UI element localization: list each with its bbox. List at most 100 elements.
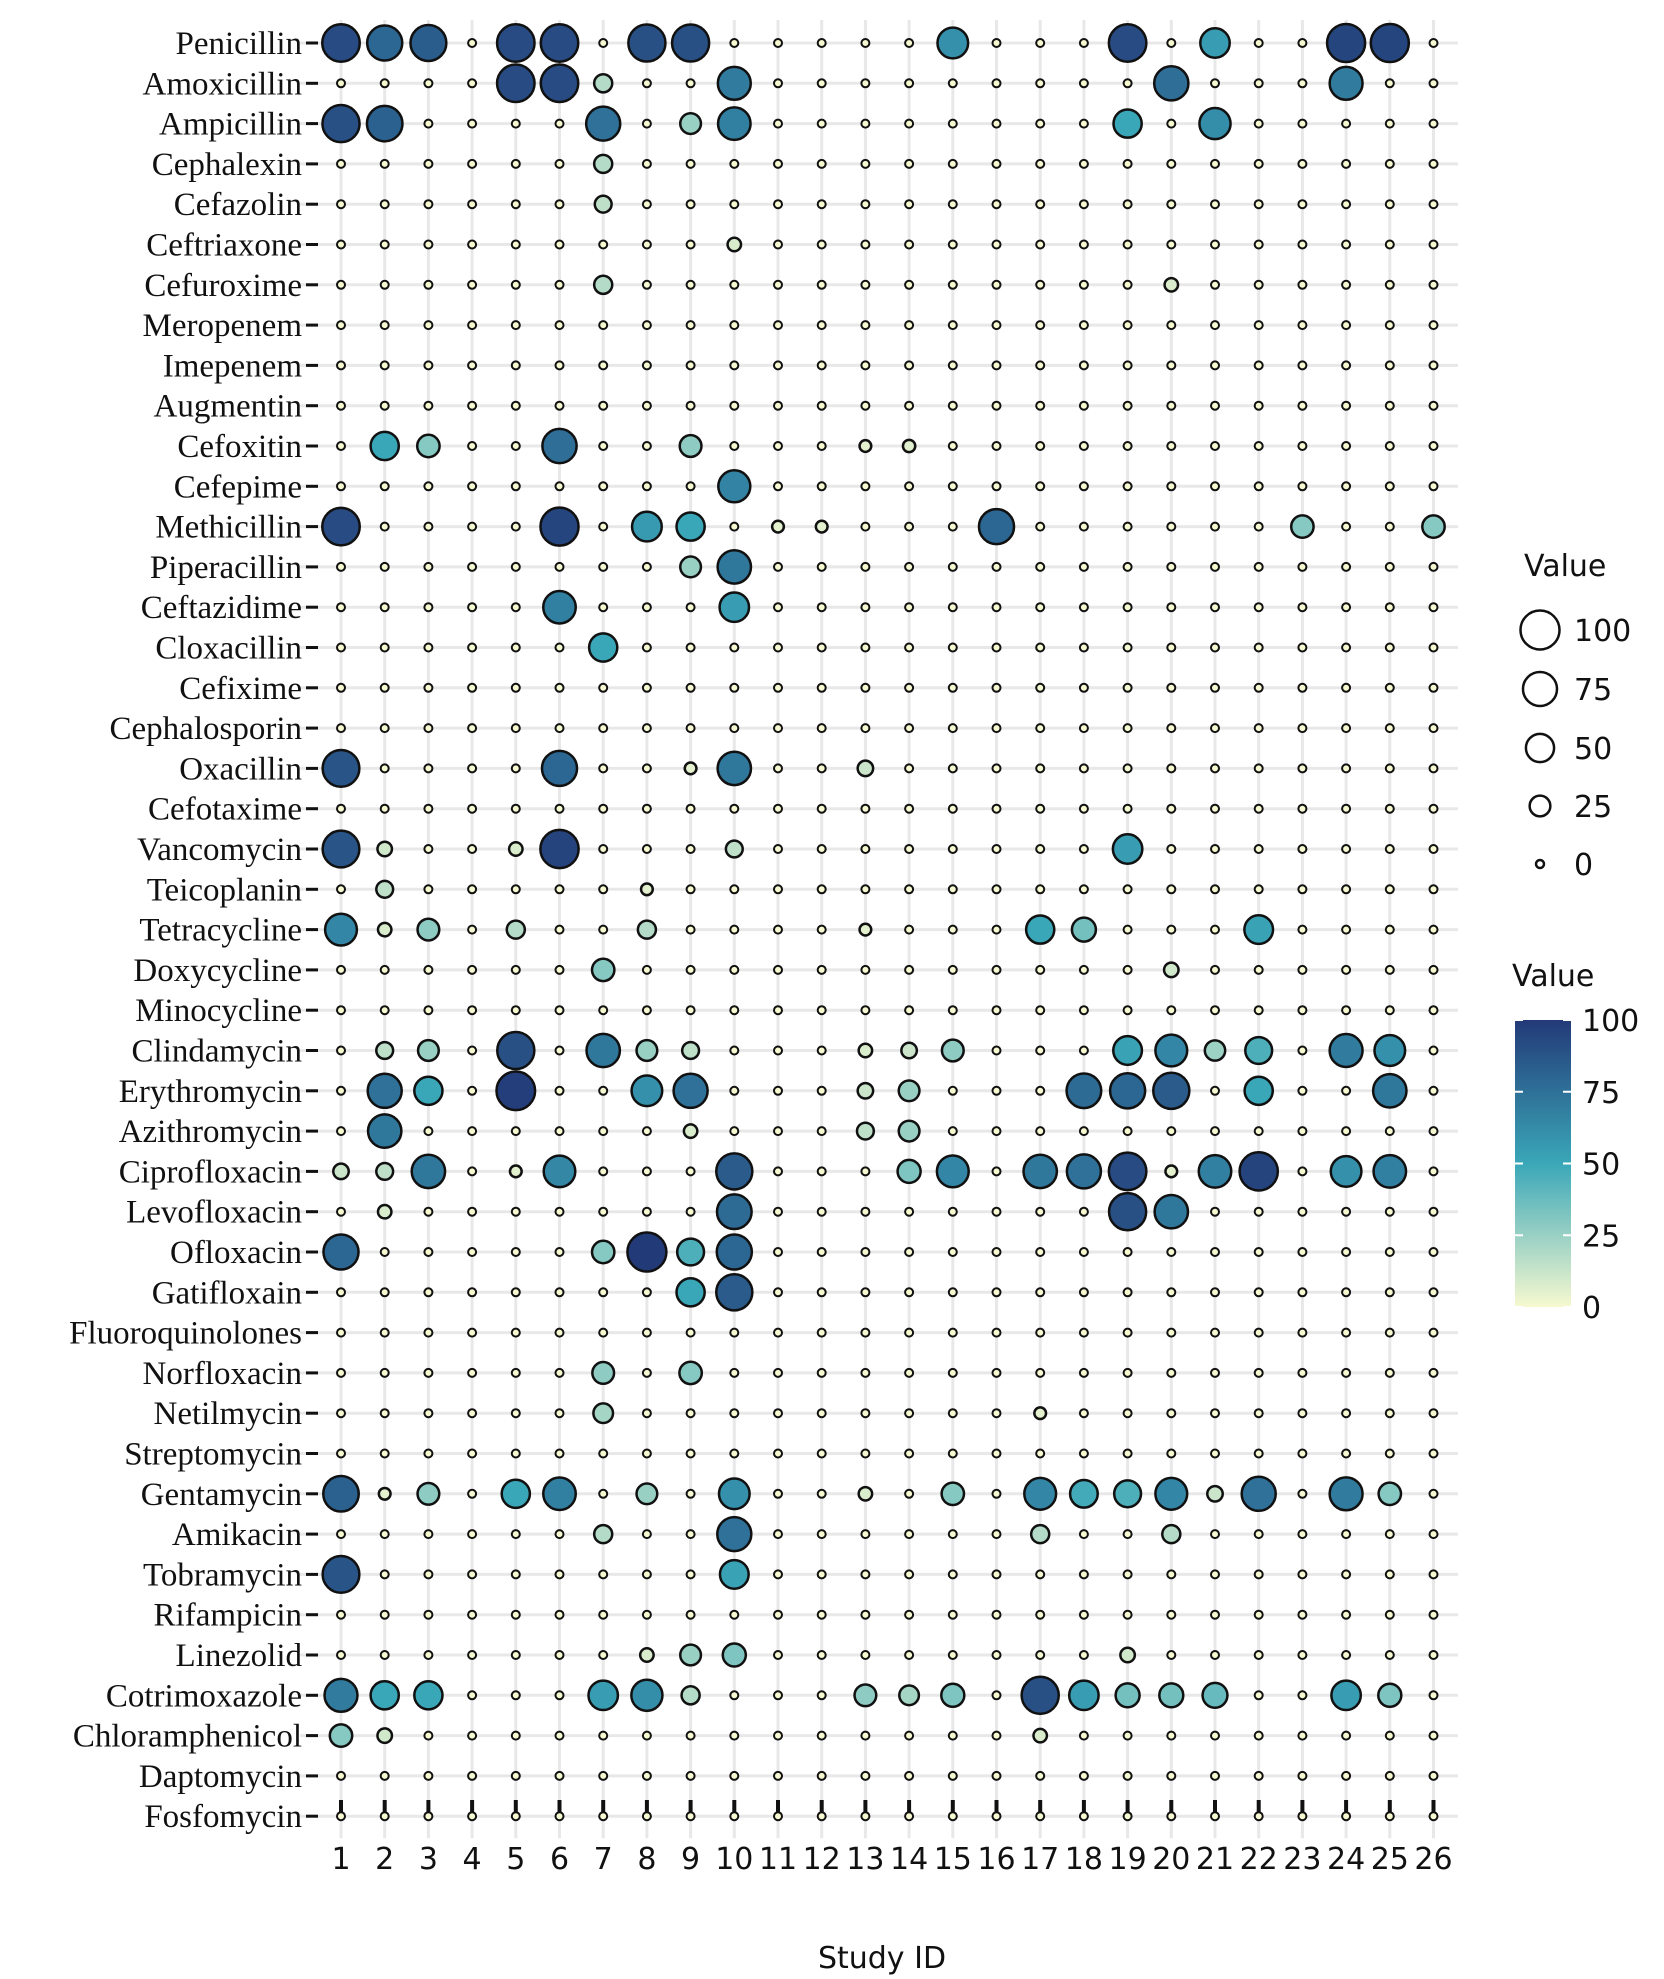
color-legend-items: 100 75 50 25 0: [1515, 1004, 1639, 1326]
data-point: [1253, 1247, 1264, 1257]
data-point: [1210, 1367, 1220, 1378]
data-point: [336, 1811, 346, 1822]
data-point: [510, 803, 521, 814]
data-point: [1078, 803, 1089, 814]
data-point: [724, 839, 744, 859]
data-point: [1297, 1650, 1308, 1660]
data-point: [947, 642, 958, 653]
data-point: [1341, 1770, 1352, 1781]
data-point: [1166, 1609, 1177, 1620]
x-tick-label: 5: [506, 1842, 525, 1877]
data-point: [1166, 1247, 1177, 1257]
data-point: [816, 158, 827, 169]
data-point: [423, 1247, 434, 1257]
data-point: [1384, 1529, 1395, 1540]
data-point: [467, 1206, 478, 1217]
data-point: [816, 1811, 827, 1822]
data-point: [1428, 38, 1439, 48]
data-point: [467, 642, 478, 653]
data-point: [1297, 1085, 1308, 1096]
data-point: [379, 1529, 390, 1540]
data-point: [467, 1166, 478, 1177]
data-point: [729, 1730, 740, 1741]
data-point: [1253, 239, 1264, 250]
data-point: [336, 279, 346, 290]
data-point: [598, 1206, 609, 1217]
data-point: [641, 561, 652, 572]
data-point: [685, 1448, 696, 1459]
data-point: [773, 1730, 783, 1741]
x-tick-label: 16: [977, 1842, 1015, 1877]
data-point: [321, 103, 361, 144]
data-point: [1122, 481, 1133, 492]
data-point: [860, 884, 871, 895]
data-point: [1253, 602, 1264, 613]
data-point: [1428, 1690, 1439, 1701]
data-point: [1297, 723, 1308, 734]
data-point: [1341, 1448, 1352, 1459]
data-point: [1253, 803, 1264, 814]
data-point: [1112, 1479, 1143, 1509]
data-point: [685, 78, 696, 89]
data-point: [991, 1811, 1002, 1822]
data-point: [467, 964, 478, 975]
data-point: [336, 682, 346, 693]
data-point: [626, 1231, 668, 1273]
data-point: [598, 1126, 609, 1137]
data-point: [1341, 481, 1352, 492]
data-point: [1428, 924, 1439, 935]
data-point: [860, 1327, 871, 1338]
data-point: [773, 1690, 783, 1701]
data-point: [336, 360, 346, 371]
data-point: [947, 1085, 958, 1096]
data-point: [1210, 1247, 1220, 1257]
data-point: [467, 1609, 478, 1620]
data-point: [1035, 481, 1046, 492]
data-point: [1210, 1408, 1220, 1419]
data-point: [1210, 1085, 1220, 1096]
data-point: [510, 1770, 521, 1781]
data-point: [1078, 199, 1089, 210]
data-point: [860, 642, 871, 653]
x-axis-labels: 1 2 3 4 5 6 7 8 9 10 11 12 13 14 15 16 17 18 19 20 21 22 23 24 2…: [331, 1842, 1452, 1877]
data-point: [1428, 1166, 1439, 1177]
data-point: [423, 844, 434, 854]
data-point: [467, 279, 478, 290]
data-point: [685, 320, 696, 331]
data-point: [467, 400, 478, 411]
data-point: [336, 239, 346, 250]
data-point: [1428, 1650, 1439, 1660]
data-point: [991, 1085, 1002, 1096]
data-point: [554, 1690, 565, 1701]
data-point: [729, 1690, 740, 1701]
data-point: [947, 1287, 958, 1298]
data-point: [940, 1481, 966, 1507]
data-point: [467, 1650, 478, 1660]
data-point: [729, 521, 740, 532]
data-point: [423, 320, 434, 331]
data-point: [641, 1730, 652, 1741]
y-tick-label: Norfloxacin: [143, 1356, 302, 1392]
data-point: [510, 642, 521, 653]
data-point: [1035, 158, 1046, 169]
data-point: [1384, 1730, 1395, 1741]
data-point: [1341, 723, 1352, 734]
data-point: [423, 400, 434, 411]
data-point: [1206, 1484, 1224, 1503]
data-points: [321, 22, 1446, 1822]
x-tick-label: 23: [1283, 1842, 1321, 1877]
data-point: [1035, 78, 1046, 89]
data-point: [947, 763, 958, 774]
data-point: [1341, 682, 1352, 693]
data-point: [1297, 561, 1308, 572]
data-point: [1108, 1072, 1147, 1110]
data-point: [1122, 1770, 1133, 1781]
data-point: [1078, 964, 1089, 975]
data-point: [336, 158, 346, 169]
data-point: [1341, 1730, 1352, 1741]
y-tick-label: Amikacin: [172, 1517, 302, 1553]
y-tick-label: Amoxicillin: [143, 66, 303, 102]
data-point: [379, 723, 390, 734]
data-point: [1428, 844, 1439, 854]
data-point: [630, 510, 663, 543]
